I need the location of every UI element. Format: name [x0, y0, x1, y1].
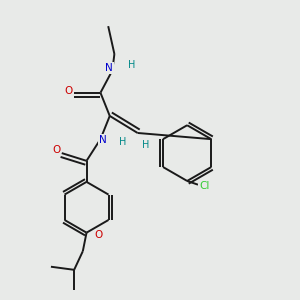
- Text: O: O: [52, 145, 60, 155]
- Text: H: H: [119, 137, 126, 147]
- Text: N: N: [105, 63, 113, 73]
- Text: O: O: [64, 86, 73, 97]
- Text: Cl: Cl: [199, 181, 209, 190]
- Text: N: N: [99, 135, 107, 145]
- Text: H: H: [142, 140, 149, 150]
- Text: O: O: [95, 230, 103, 240]
- Text: H: H: [128, 60, 135, 70]
